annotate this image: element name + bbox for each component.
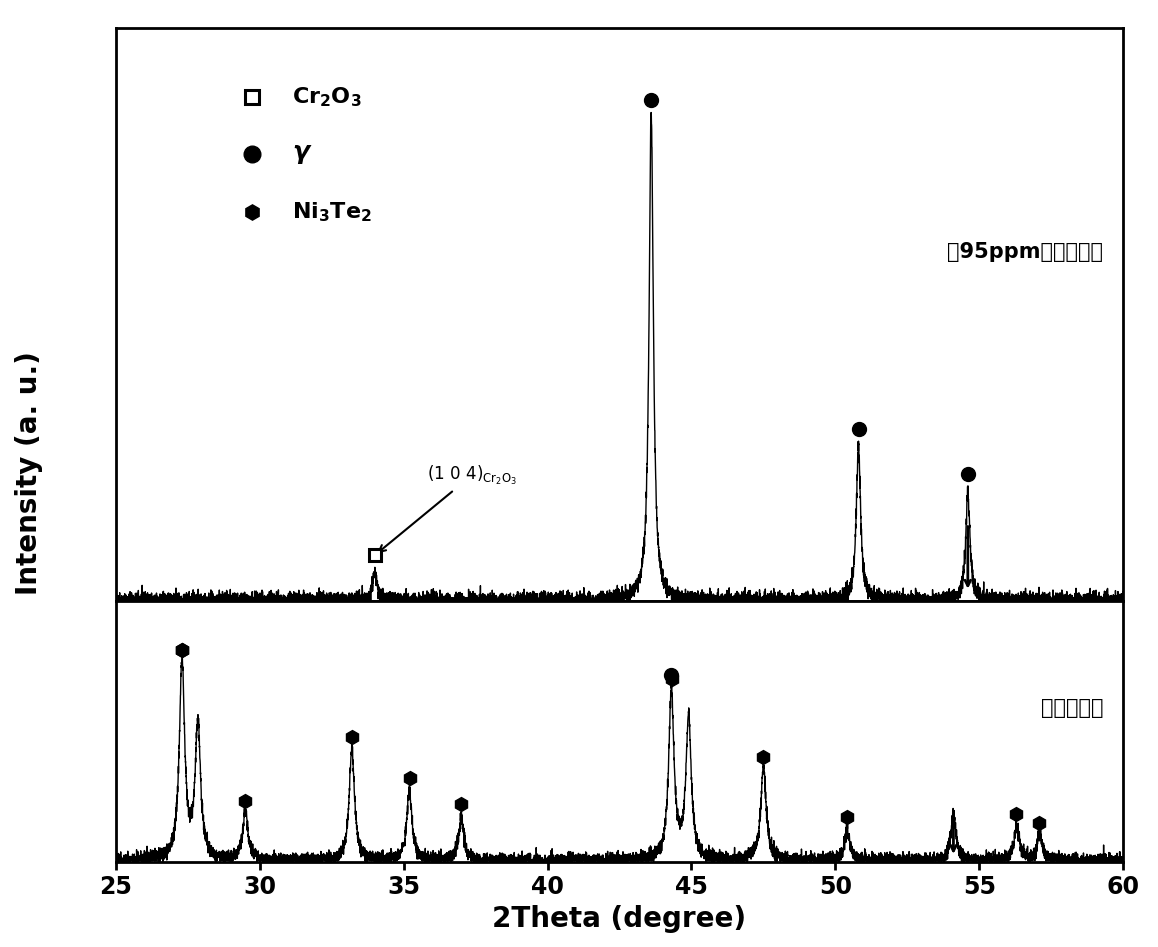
Text: 含95ppm羟基石英管: 含95ppm羟基石英管	[947, 241, 1104, 261]
Text: $\boldsymbol{\gamma}$: $\boldsymbol{\gamma}$	[292, 142, 313, 167]
Text: $\mathbf{Ni_3Te_2}$: $\mathbf{Ni_3Te_2}$	[292, 200, 372, 223]
Text: 高纯石英管: 高纯石英管	[1041, 698, 1104, 718]
Text: $(1\ 0\ 4)_{\mathrm{Cr_2O_3}}$: $(1\ 0\ 4)_{\mathrm{Cr_2O_3}}$	[379, 464, 516, 552]
Text: $\mathbf{Cr_2O_3}$: $\mathbf{Cr_2O_3}$	[292, 85, 361, 109]
X-axis label: 2Theta (degree): 2Theta (degree)	[492, 904, 747, 933]
Text: Intensity (a. u.): Intensity (a. u.)	[15, 351, 43, 596]
